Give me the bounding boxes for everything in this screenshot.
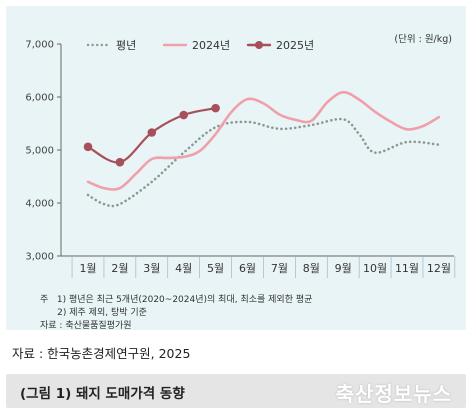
y-tick-label: 7,000 (25, 40, 54, 51)
legend-marker-2025년 (255, 41, 263, 49)
legend-label-2024년: 2024년 (192, 39, 230, 52)
x-tick-label: 4월 (175, 262, 192, 275)
note-line-1: 주 1) 평년은 최근 5개년(2020~2024년)의 최대, 최소를 제외한… (40, 295, 313, 305)
y-tick-label: 4,000 (25, 199, 54, 210)
chart-panel: 3,000 4,000 5,000 6,000 7,000 1월 2월 3월 4월 5월 6월 7월 8… (6, 6, 466, 333)
series-point-2025년 (211, 103, 220, 113)
unit-label: (단위 : 원/kg) (394, 33, 452, 45)
x-tick-label: 5월 (207, 262, 224, 275)
figure-caption: (그림 1) 돼지 도매가격 동향 (20, 386, 185, 402)
series-point-2025년 (147, 128, 157, 137)
x-tick-label: 9월 (335, 262, 352, 275)
x-tick-label: 12월 (427, 262, 451, 275)
y-tick-label: 5,000 (25, 146, 54, 157)
y-tick-label: 6,000 (25, 93, 54, 104)
x-tick-label: 6월 (239, 262, 256, 275)
x-tick-label: 10월 (363, 262, 387, 275)
x-tick-label: 2월 (111, 262, 128, 275)
y-tick-label: 3,000 (25, 252, 54, 263)
note-line-2: 2) 제주 제외, 탕박 기준 (40, 308, 147, 318)
x-tick-label: 11월 (395, 262, 419, 275)
legend-label-평년: 평년 (116, 39, 136, 52)
watermark: 축산정보뉴스 (335, 382, 452, 406)
legend-label-2025년: 2025년 (276, 39, 314, 52)
series-point-2025년 (115, 157, 125, 167)
series-point-2025년 (83, 142, 93, 152)
series-line-2024년 (86, 90, 441, 191)
caption-bar: (그림 1) 돼지 도매가격 동향 축산정보뉴스 (6, 374, 466, 408)
x-tick-label: 7월 (271, 262, 288, 275)
source-text: 자료 : 한국농촌경제연구원, 2025 (12, 346, 191, 361)
line-chart: 3,000 4,000 5,000 6,000 7,000 1월 2월 3월 4월 5월 6월 7월 8… (25, 33, 456, 278)
series-line-평년 (86, 117, 441, 208)
chart-notes: 주 1) 평년은 최근 5개년(2020~2024년)의 최대, 최소를 제외한… (40, 294, 312, 333)
x-tick-label: 8월 (303, 262, 320, 275)
x-tick-label: 1월 (79, 262, 96, 275)
note-line-3: 자료 : 축산물품질평가원 (40, 321, 132, 331)
series-point-2025년 (179, 110, 188, 120)
x-tick-label: 3월 (143, 262, 160, 275)
